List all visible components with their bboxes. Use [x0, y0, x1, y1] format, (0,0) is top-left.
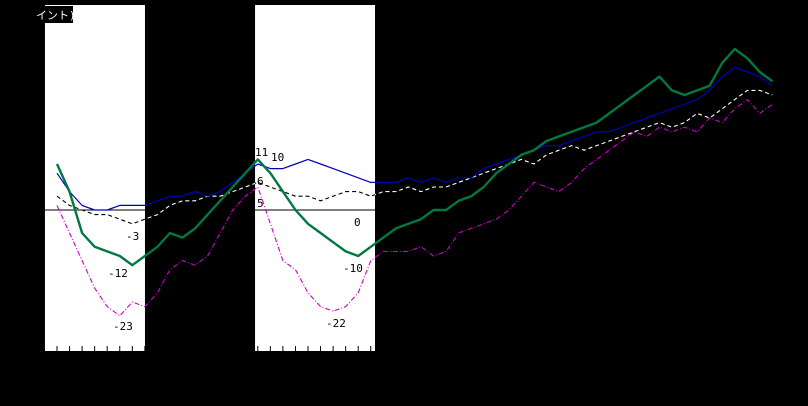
series-green-line — [55, 47, 774, 267]
annotation-label: 10 — [271, 151, 284, 164]
annotation-label: 6 — [257, 175, 264, 188]
annotation-label: 0 — [354, 216, 361, 229]
annotation-label: -22 — [326, 317, 346, 330]
series-blue-line — [56, 66, 773, 211]
annotation-label: -23 — [113, 320, 133, 333]
series-magenta-dashdot-line — [56, 99, 773, 317]
series-black-white-dashed-line — [56, 89, 773, 225]
annotation-label: イント) — [36, 9, 76, 22]
annotation-label-bg — [33, 6, 73, 23]
shaded-band — [44, 5, 145, 352]
annotation-label: 5 — [257, 197, 264, 210]
annotation-label: 11 — [255, 146, 268, 159]
annotation-label: -12 — [108, 267, 128, 280]
annotation-label: -3 — [126, 230, 139, 243]
annotation-label: -10 — [343, 262, 363, 275]
